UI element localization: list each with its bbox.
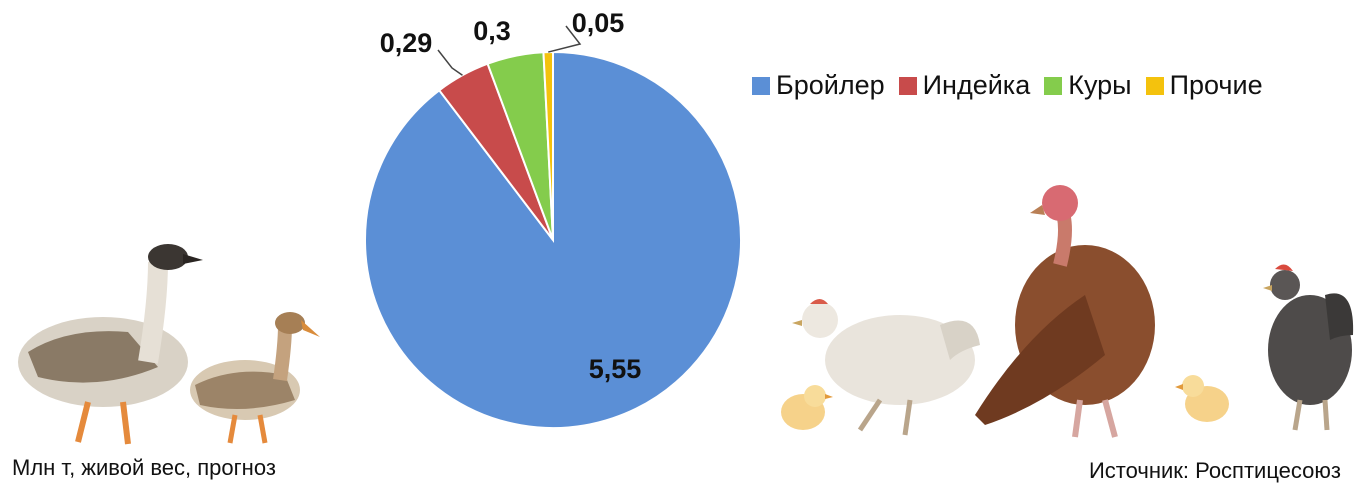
data-label-broiler: 5,55 (589, 354, 642, 384)
duck-icon (190, 312, 320, 444)
chick-icon (1175, 375, 1229, 422)
legend-swatch-other (1145, 76, 1164, 95)
chick-icon (781, 385, 833, 430)
leader-line-turkey (437, 49, 463, 76)
turkey-icon (975, 185, 1155, 438)
legend-item-broiler: Бройлер (752, 70, 885, 101)
source-caption: Источник: Росптицесоюз (1088, 458, 1341, 483)
legend-swatch-turkey (898, 76, 917, 95)
legend-label: Бройлер (776, 70, 885, 100)
legend-swatch-hens (1044, 76, 1063, 95)
pie-slices (364, 50, 742, 429)
legend-label: Куры (1068, 70, 1132, 100)
data-label-turkey: 0,29 (380, 28, 433, 58)
legend-label: Индейка (922, 70, 1031, 100)
legend-item-hens: Куры (1044, 70, 1132, 101)
chart-legend: Бройлер Индейка Куры Прочие (752, 70, 1263, 101)
leader-lines (437, 25, 582, 76)
legend-label: Прочие (1169, 70, 1263, 100)
leader-line-other (548, 25, 582, 53)
data-label-other: 0,05 (572, 8, 625, 38)
hen-icon (1263, 264, 1354, 431)
legend-swatch-broiler (752, 76, 770, 95)
unit-caption: Млн т, живой вес, прогноз (12, 455, 276, 480)
legend-item-turkey: Индейка (898, 70, 1031, 101)
data-label-hens: 0,3 (473, 16, 511, 46)
legend-item-other: Прочие (1145, 70, 1263, 101)
hen-icon (792, 299, 980, 436)
data-labels: 5,55 0,29 0,3 0,05 (380, 8, 642, 384)
goose-icon (18, 244, 203, 445)
